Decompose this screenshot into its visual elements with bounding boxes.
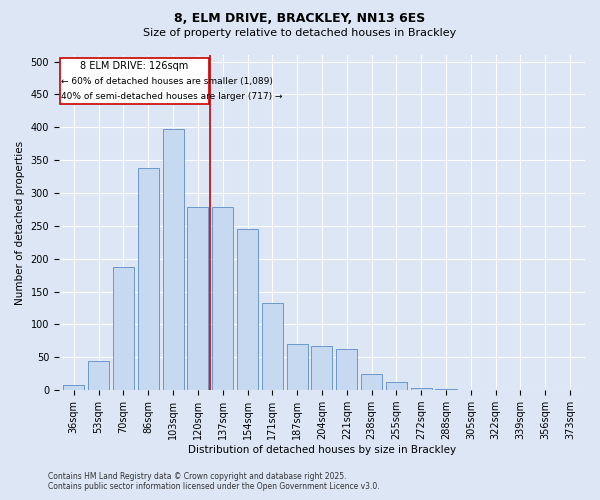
X-axis label: Distribution of detached houses by size in Brackley: Distribution of detached houses by size … <box>188 445 456 455</box>
Bar <box>88 360 109 390</box>
Bar <box>237 229 258 390</box>
Bar <box>386 382 407 390</box>
Bar <box>361 374 382 390</box>
Bar <box>410 388 432 390</box>
Bar <box>336 350 358 390</box>
Bar <box>137 168 159 390</box>
Bar <box>113 268 134 390</box>
Text: 40% of semi-detached houses are larger (717) →: 40% of semi-detached houses are larger (… <box>61 92 283 101</box>
Bar <box>436 389 457 390</box>
Y-axis label: Number of detached properties: Number of detached properties <box>15 140 25 304</box>
Bar <box>187 208 208 390</box>
Bar <box>163 130 184 390</box>
Bar <box>262 303 283 390</box>
Text: Contains HM Land Registry data © Crown copyright and database right 2025.
Contai: Contains HM Land Registry data © Crown c… <box>48 472 380 491</box>
Bar <box>311 346 332 390</box>
Text: 8 ELM DRIVE: 126sqm: 8 ELM DRIVE: 126sqm <box>80 61 189 71</box>
Text: ← 60% of detached houses are smaller (1,089): ← 60% of detached houses are smaller (1,… <box>61 77 273 86</box>
Bar <box>63 385 85 390</box>
FancyBboxPatch shape <box>60 58 209 104</box>
Text: Size of property relative to detached houses in Brackley: Size of property relative to detached ho… <box>143 28 457 38</box>
Text: 8, ELM DRIVE, BRACKLEY, NN13 6ES: 8, ELM DRIVE, BRACKLEY, NN13 6ES <box>175 12 425 26</box>
Bar <box>212 208 233 390</box>
Bar <box>287 344 308 390</box>
